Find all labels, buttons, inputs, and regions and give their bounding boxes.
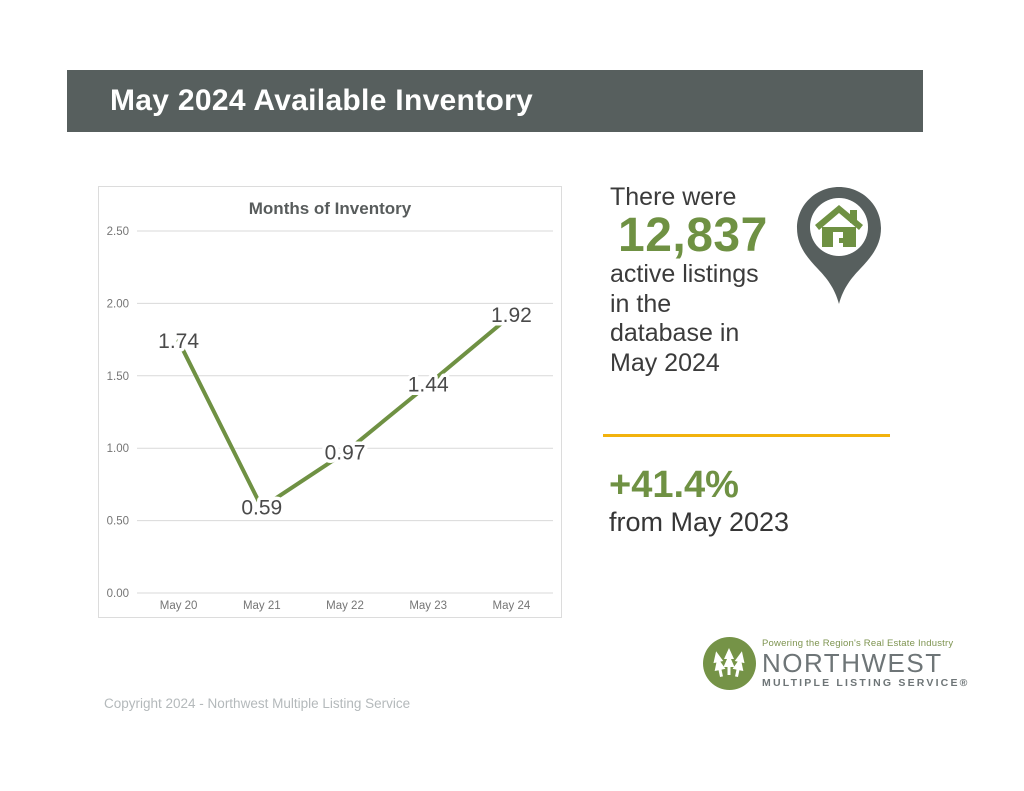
x-axis-label: May 21: [243, 600, 281, 612]
stat-line: in the: [610, 289, 672, 318]
copyright-text: Copyright 2024 - Northwest Multiple List…: [104, 696, 411, 711]
stat-line: May 2024: [610, 348, 720, 377]
x-axis-label: May 22: [326, 600, 364, 612]
yoy-change-block: +41.4% from May 2023: [609, 464, 869, 538]
y-axis-tick-label: 1.00: [107, 443, 129, 455]
stat-line: database in: [610, 319, 740, 347]
chart-title: Months of Inventory: [249, 199, 412, 218]
logo-tagline: Powering the Region's Real Estate Indust…: [762, 637, 954, 649]
series-line: [176, 312, 514, 510]
map-pin-house-icon: [793, 183, 885, 307]
x-axis-label: May 20: [160, 600, 198, 612]
y-axis-tick-label: 1.50: [107, 371, 129, 383]
stat-value: 12,837: [618, 209, 768, 262]
stat-intro: There were: [610, 183, 737, 211]
change-caption: from May 2023: [609, 507, 790, 537]
header-bar: May 2024 Available Inventory: [67, 70, 923, 132]
y-axis-tick-label: 2.00: [107, 298, 129, 310]
x-axis-label: May 23: [409, 600, 447, 612]
y-axis-tick-label: 2.50: [107, 226, 129, 238]
nwmls-logo: Powering the Region's Real Estate Indust…: [703, 637, 970, 690]
stat-line: active listings: [610, 260, 759, 288]
active-listings-stat: There were 12,837 active listings in the…: [610, 183, 810, 378]
logo-name: NORTHWEST: [762, 647, 943, 678]
data-point-label: 0.59: [241, 497, 282, 520]
page-title: May 2024 Available Inventory: [110, 84, 534, 117]
map-pin-house-icon-svg: [797, 187, 881, 304]
data-point-label: 1.92: [491, 304, 532, 327]
chart-card: Months of Inventory 0.00 0.50 1.00 1.50 2.00 2…: [98, 186, 562, 618]
y-axis-tick-label: 0.00: [107, 588, 129, 600]
data-point-label: 0.97: [325, 442, 366, 465]
months-of-inventory-chart: Months of Inventory 0.00 0.50 1.00 1.50 2.00 2…: [107, 199, 553, 612]
data-point-label: 1.44: [408, 373, 449, 396]
y-axis-tick-label: 0.50: [107, 516, 129, 528]
divider-rule: [603, 434, 890, 437]
logo-text: Powering the Region's Real Estate Indust…: [762, 638, 970, 690]
x-axis-label: May 24: [493, 600, 531, 612]
house-glyph: [815, 205, 863, 247]
change-value: +41.4%: [609, 464, 739, 506]
evergreen-trees-circle-icon: [703, 637, 756, 690]
logo-subname: MULTIPLE LISTING SERVICE®: [762, 676, 970, 689]
data-point-label: 1.74: [158, 330, 199, 353]
